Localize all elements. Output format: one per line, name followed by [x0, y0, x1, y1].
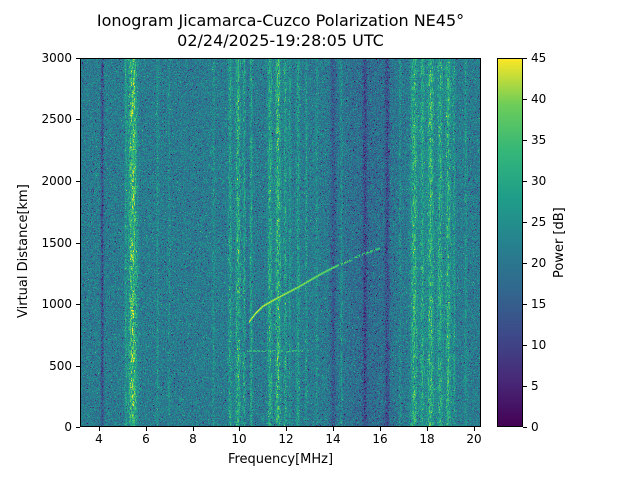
x-tick-mark: [427, 427, 428, 431]
x-tick-mark: [239, 427, 240, 431]
colorbar-tick-mark: [523, 345, 527, 346]
x-tick-mark: [193, 427, 194, 431]
x-tick-mark: [99, 427, 100, 431]
y-tick-label: 1500: [41, 236, 72, 250]
y-tick-label: 2000: [41, 174, 72, 188]
y-tick-label: 1000: [41, 297, 72, 311]
x-tick-label: 6: [142, 432, 150, 446]
colorbar-tick-label: 20: [531, 256, 547, 270]
colorbar-tick-label: 45: [531, 51, 547, 65]
y-tick-label: 0: [64, 420, 72, 434]
plot-area: [80, 58, 481, 427]
colorbar-tick-label: 10: [531, 338, 547, 352]
x-tick-mark: [333, 427, 334, 431]
y-tick-mark: [76, 58, 80, 59]
y-tick-mark: [76, 304, 80, 305]
colorbar-tick-mark: [523, 386, 527, 387]
y-tick-label: 500: [49, 359, 72, 373]
colorbar-tick-mark: [523, 222, 527, 223]
y-tick-label: 2500: [41, 112, 72, 126]
colorbar-tick-mark: [523, 304, 527, 305]
x-tick-label: 12: [278, 432, 294, 446]
colorbar-tick-mark: [523, 181, 527, 182]
chart-subtitle: 02/24/2025-19:28:05 UTC: [177, 31, 384, 50]
x-tick-label: 16: [372, 432, 388, 446]
y-tick-mark: [76, 243, 80, 244]
colorbar-tick-label: 0: [531, 420, 539, 434]
colorbar: [497, 58, 523, 427]
x-tick-label: 10: [231, 432, 247, 446]
y-tick-mark: [76, 119, 80, 120]
colorbar-tick-label: 25: [531, 215, 547, 229]
y-tick-label: 3000: [41, 51, 72, 65]
chart-title: Ionogram Jicamarca-Cuzco Polarization NE…: [96, 11, 465, 30]
colorbar-tick-label: 5: [531, 379, 539, 393]
x-axis-label: Frequency[MHz]: [227, 452, 334, 467]
colorbar-tick-label: 40: [531, 92, 547, 106]
x-tick-mark: [146, 427, 147, 431]
x-tick-label: 20: [466, 432, 482, 446]
colorbar-tick-mark: [523, 427, 527, 428]
colorbar-tick-mark: [523, 140, 527, 141]
colorbar-tick-label: 35: [531, 133, 547, 147]
colorbar-tick-label: 30: [531, 174, 547, 188]
heatmap-canvas: [80, 58, 481, 427]
x-tick-mark: [380, 427, 381, 431]
colorbar-tick-mark: [523, 99, 527, 100]
colorbar-tick-mark: [523, 263, 527, 264]
y-tick-mark: [76, 181, 80, 182]
x-tick-label: 18: [419, 432, 435, 446]
x-tick-label: 4: [95, 432, 103, 446]
x-tick-mark: [286, 427, 287, 431]
y-tick-mark: [76, 366, 80, 367]
colorbar-tick-label: 15: [531, 297, 547, 311]
y-tick-mark: [76, 427, 80, 428]
x-tick-label: 14: [325, 432, 341, 446]
x-tick-mark: [474, 427, 475, 431]
x-tick-label: 8: [189, 432, 197, 446]
colorbar-tick-mark: [523, 58, 527, 59]
colorbar-canvas: [497, 58, 523, 427]
